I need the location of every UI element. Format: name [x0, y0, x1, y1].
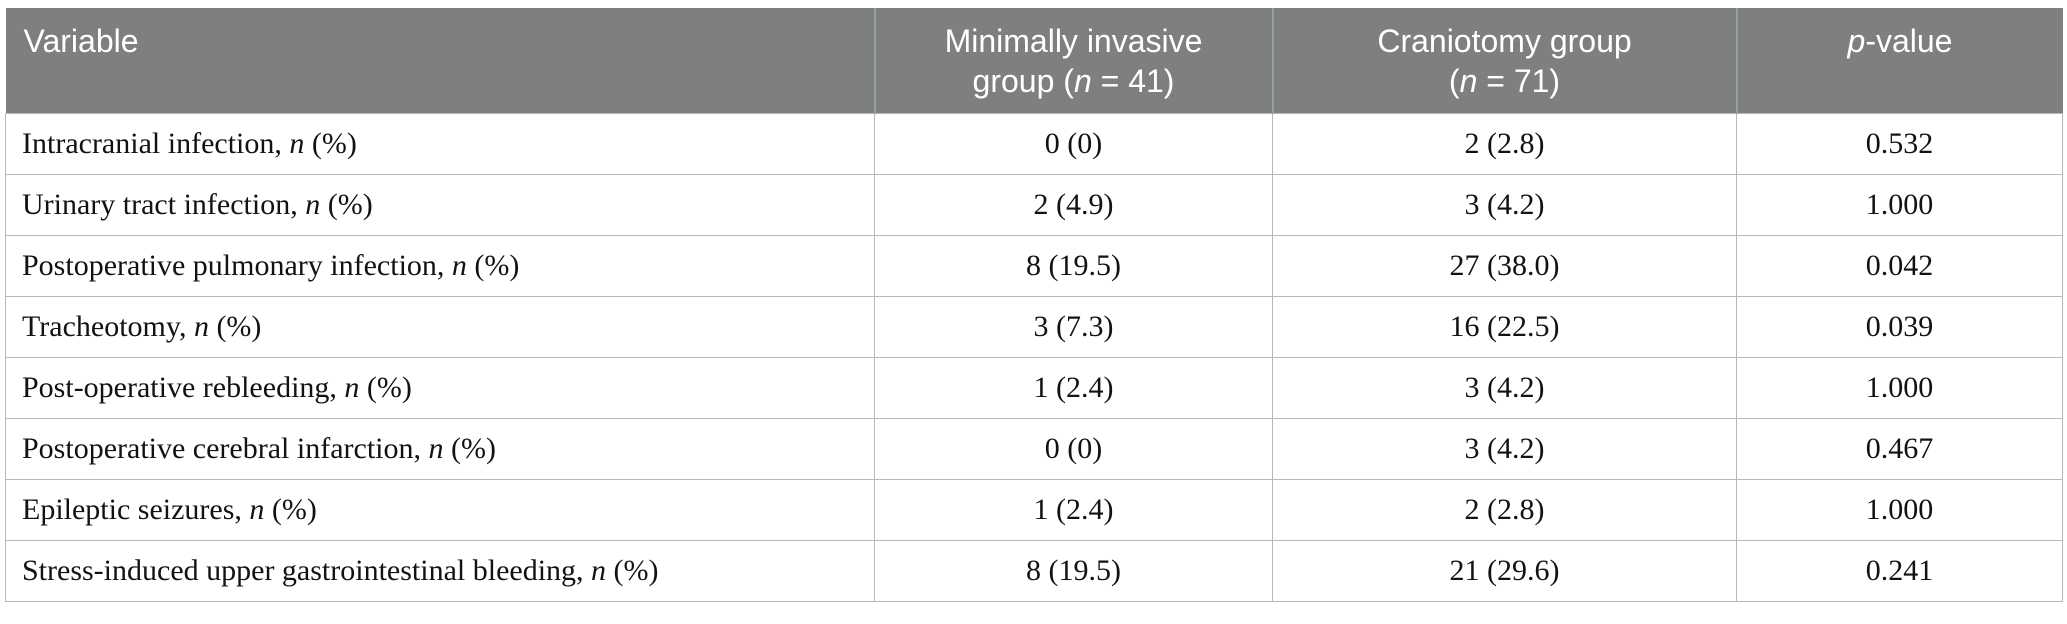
label-pct: (%) [606, 553, 659, 587]
cell-craniotomy-value: 27 (38.0) [1272, 234, 1737, 297]
cell-craniotomy-value: 2 (2.8) [1272, 112, 1737, 175]
header-italic-p: p [1847, 23, 1866, 59]
variable-label: Stress-induced upper gastrointestinal bl… [22, 553, 577, 587]
label-pct: (%) [466, 248, 520, 282]
cell-craniotomy-value: 2 (2.8) [1272, 478, 1737, 541]
italic-n: n [591, 553, 607, 587]
cell-p-value: 1.000 [1736, 356, 2063, 419]
cell-minimally-invasive-value: 0 (0) [874, 417, 1273, 480]
complications-table-figure: Variable Minimally invasive group (n = 4… [5, 8, 2063, 602]
cell-p-value: 0.532 [1736, 112, 2063, 175]
cell-variable: Postoperative pulmonary infection, n (%) [5, 234, 875, 297]
column-header-minimally-invasive-group: Minimally invasive group (n = 41) [873, 8, 1273, 113]
variable-label: Post-operative rebleeding [22, 370, 330, 404]
table-row: Stress-induced upper gastrointestinal bl… [5, 539, 2063, 602]
cell-craniotomy-value: 21 (29.6) [1272, 539, 1737, 602]
label-comma: , [329, 370, 345, 404]
cell-variable: Epileptic seizures, n (%) [5, 478, 875, 541]
cell-craniotomy-value: 3 (4.2) [1272, 173, 1737, 236]
cell-minimally-invasive-value: 0 (0) [874, 112, 1273, 175]
cell-craniotomy-value: 3 (4.2) [1272, 417, 1737, 480]
complications-table: Variable Minimally invasive group (n = 4… [5, 8, 2063, 602]
cell-minimally-invasive-value: 1 (2.4) [874, 356, 1273, 419]
label-pct: (%) [443, 431, 496, 465]
label-comma: , [290, 187, 306, 221]
column-header-p-value: p-value [1735, 8, 2063, 113]
cell-p-value: 1.000 [1736, 478, 2063, 541]
cell-minimally-invasive-value: 1 (2.4) [874, 478, 1273, 541]
italic-n: n [193, 309, 209, 343]
label-pct: (%) [304, 126, 357, 160]
variable-label: Urinary tract infection [22, 187, 291, 221]
italic-n: n [451, 248, 467, 282]
cell-p-value: 0.039 [1736, 295, 2063, 358]
cell-variable: Post-operative rebleeding, n (%) [5, 356, 875, 419]
cell-minimally-invasive-value: 3 (7.3) [874, 295, 1273, 358]
header-line2: group ( [972, 63, 1074, 99]
label-comma: , [436, 248, 452, 282]
table-row: Epileptic seizures, n (%) 1 (2.4) 2 (2.8… [5, 478, 2063, 541]
column-header-variable: Variable [5, 8, 875, 113]
table-row: Postoperative pulmonary infection, n (%)… [5, 234, 2063, 297]
italic-n: n [249, 492, 265, 526]
italic-n: n [428, 431, 444, 465]
variable-label: Postoperative pulmonary infection [22, 248, 437, 282]
table-row: Post-operative rebleeding, n (%) 1 (2.4)… [5, 356, 2063, 419]
variable-label: Postoperative cerebral infarction [22, 431, 414, 465]
variable-label: Epileptic seizures [22, 492, 235, 526]
label-pct: (%) [208, 309, 262, 343]
cell-p-value: 0.042 [1736, 234, 2063, 297]
label-comma: , [413, 431, 429, 465]
cell-minimally-invasive-value: 8 (19.5) [874, 539, 1273, 602]
header-row: Variable Minimally invasive group (n = 4… [5, 8, 2063, 113]
table-row: Urinary tract infection, n (%) 2 (4.9) 3… [5, 173, 2063, 236]
cell-p-value: 1.000 [1736, 173, 2063, 236]
header-p-value-rest: -value [1865, 23, 1953, 59]
cell-minimally-invasive-value: 2 (4.9) [874, 173, 1273, 236]
column-header-variable-label: Variable [23, 23, 139, 59]
variable-label: Intracranial infection [22, 126, 275, 160]
cell-variable: Stress-induced upper gastrointestinal bl… [5, 539, 875, 602]
italic-n: n [289, 126, 305, 160]
header-italic-n: n [1073, 63, 1092, 99]
label-comma: , [274, 126, 290, 160]
label-pct: (%) [264, 492, 317, 526]
header-line1: Craniotomy group [1377, 23, 1632, 59]
cell-variable: Tracheotomy, n (%) [5, 295, 875, 358]
cell-variable: Urinary tract infection, n (%) [5, 173, 875, 236]
label-comma: , [234, 492, 250, 526]
header-line2-rest: = 71) [1477, 63, 1561, 99]
cell-craniotomy-value: 16 (22.5) [1272, 295, 1737, 358]
italic-n: n [344, 370, 360, 404]
header-line2-rest: = 41) [1091, 63, 1175, 99]
cell-variable: Postoperative cerebral infarction, n (%) [5, 417, 875, 480]
header-line1: Minimally invasive [944, 23, 1203, 59]
table-body: Intracranial infection, n (%) 0 (0) 2 (2… [5, 112, 2063, 602]
variable-label: Tracheotomy [22, 309, 179, 343]
italic-n: n [305, 187, 321, 221]
label-comma: , [576, 553, 592, 587]
table-row: Intracranial infection, n (%) 0 (0) 2 (2… [5, 112, 2063, 175]
label-pct: (%) [359, 370, 412, 404]
cell-minimally-invasive-value: 8 (19.5) [874, 234, 1273, 297]
cell-variable: Intracranial infection, n (%) [5, 112, 875, 175]
cell-p-value: 0.467 [1736, 417, 2063, 480]
column-header-craniotomy-group: Craniotomy group (n = 71) [1271, 8, 1737, 113]
table-row: Tracheotomy, n (%) 3 (7.3) 16 (22.5) 0.0… [5, 295, 2063, 358]
label-pct: (%) [320, 187, 373, 221]
table-row: Postoperative cerebral infarction, n (%)… [5, 417, 2063, 480]
header-italic-n: n [1459, 63, 1478, 99]
table-header: Variable Minimally invasive group (n = 4… [5, 8, 2063, 113]
header-line2: ( [1448, 63, 1460, 99]
label-comma: , [178, 309, 194, 343]
cell-p-value: 0.241 [1736, 539, 2063, 602]
cell-craniotomy-value: 3 (4.2) [1272, 356, 1737, 419]
